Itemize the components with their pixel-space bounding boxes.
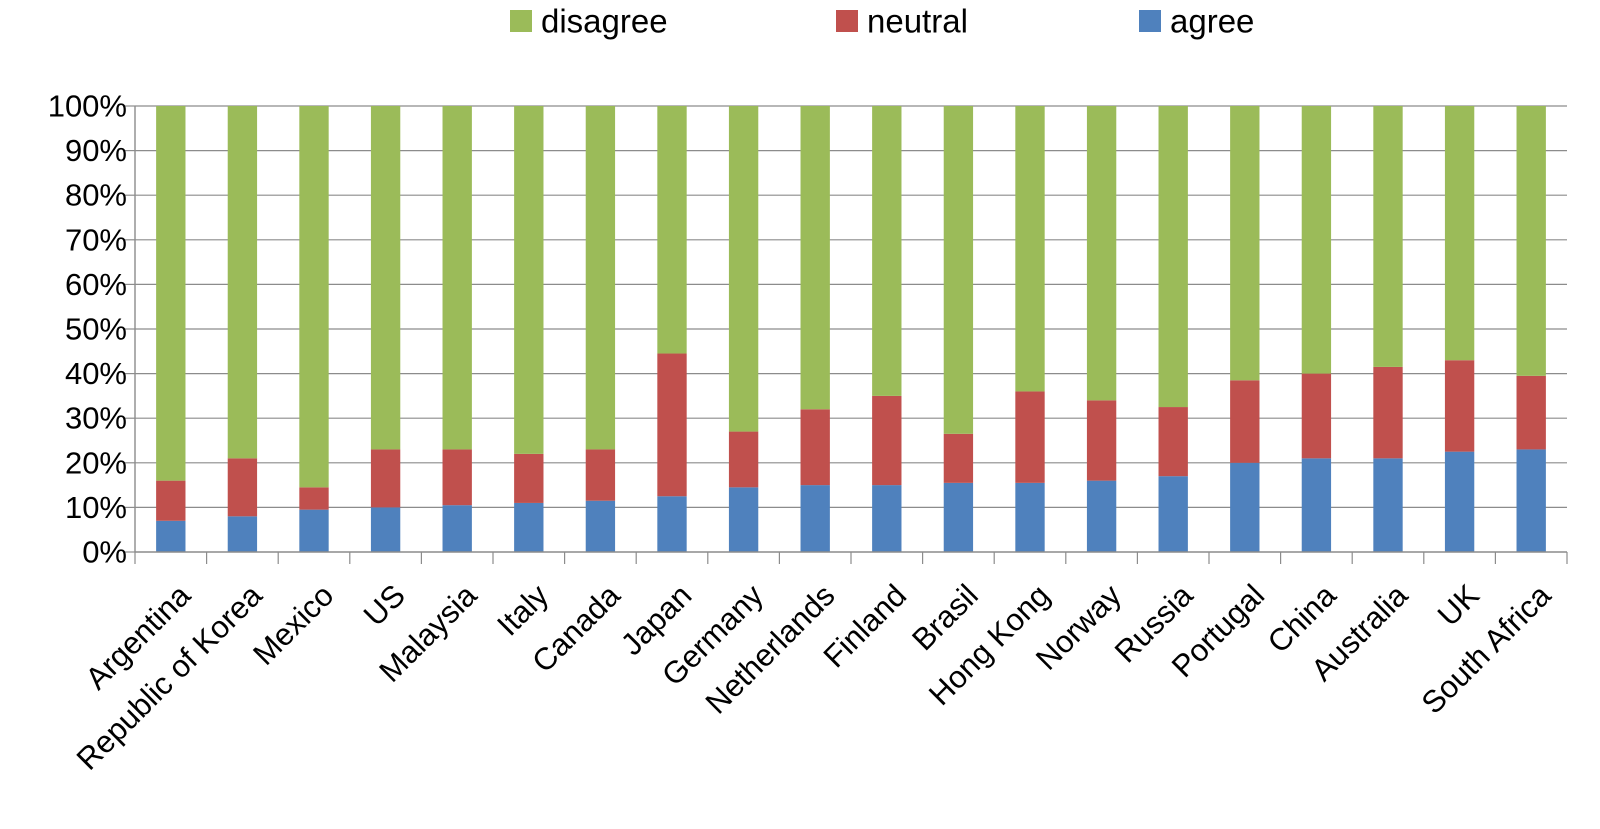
bar-segment-disagree <box>370 106 401 450</box>
bar-segment-neutral <box>1158 407 1188 477</box>
bar-segment-neutral <box>1230 380 1260 463</box>
bar-segment-agree <box>585 500 616 552</box>
bar-segment-agree <box>657 496 687 552</box>
bars <box>156 106 1546 552</box>
y-tick-label: 70% <box>65 222 127 257</box>
bar-segment-disagree <box>800 106 830 410</box>
bar-segment-neutral <box>1015 391 1045 483</box>
y-tick-label: 60% <box>65 267 127 302</box>
bar-segment-neutral <box>442 449 472 506</box>
bar-segment-agree <box>299 509 329 552</box>
bar-segment-neutral <box>299 487 329 510</box>
bar-segment-disagree <box>585 106 616 450</box>
x-category-label: Mexico <box>246 578 340 672</box>
bar-segment-disagree <box>514 106 544 454</box>
bar-segment-neutral <box>370 449 401 508</box>
bar-segment-agree <box>728 487 759 552</box>
bar-segment-disagree <box>1158 106 1188 408</box>
y-tick-label: 20% <box>65 445 127 480</box>
bar-segment-disagree <box>1301 106 1332 374</box>
bar-segment-neutral <box>1516 375 1546 450</box>
bar-segment-neutral <box>728 431 759 488</box>
legend-label-neutral: neutral <box>867 3 968 40</box>
bar-segment-agree <box>1158 476 1188 552</box>
x-category-label: UK <box>1431 577 1486 632</box>
bar-segment-disagree <box>728 106 759 432</box>
y-tick-label: 0% <box>82 535 127 570</box>
bar-segment-agree <box>1301 458 1332 552</box>
bar-segment-agree <box>1373 458 1403 552</box>
y-tick-label: 30% <box>65 401 127 436</box>
legend-swatch-disagree <box>510 10 532 32</box>
bar-segment-agree <box>1230 462 1260 552</box>
bar-segment-agree <box>156 520 186 552</box>
bar-segment-agree <box>442 505 472 552</box>
y-tick-label: 100% <box>48 89 127 124</box>
bar-segment-agree <box>1015 482 1045 552</box>
legend-swatch-neutral <box>836 10 858 32</box>
bar-segment-disagree <box>1373 106 1403 367</box>
bar-segment-neutral <box>585 449 616 501</box>
bar-segment-agree <box>227 516 258 552</box>
bar-segment-disagree <box>1516 106 1546 376</box>
legend-swatch-agree <box>1139 10 1161 32</box>
bar-segment-neutral <box>800 409 830 486</box>
bar-segment-disagree <box>657 106 687 354</box>
x-category-label: South Africa <box>1415 577 1558 720</box>
axes <box>125 105 1568 564</box>
legend-label-agree: agree <box>1170 3 1254 40</box>
bar-segment-disagree <box>442 106 472 450</box>
bar-segment-agree <box>800 485 830 552</box>
bar-segment-neutral <box>657 353 687 497</box>
bar-segment-agree <box>943 482 974 552</box>
legend-label-disagree: disagree <box>541 3 668 40</box>
bar-segment-neutral <box>227 458 258 517</box>
bar-segment-neutral <box>1373 366 1403 459</box>
bar-segment-disagree <box>872 106 902 396</box>
bar-segment-neutral <box>1086 400 1117 481</box>
y-tick-label: 90% <box>65 133 127 168</box>
bar-segment-neutral <box>943 433 974 483</box>
bar-segment-agree <box>514 502 544 552</box>
bar-segment-agree <box>370 507 401 552</box>
y-tick-label: 50% <box>65 312 127 347</box>
bar-segment-disagree <box>1230 106 1260 381</box>
bar-segment-neutral <box>1444 360 1475 452</box>
y-tick-label: 80% <box>65 178 127 213</box>
bar-segment-disagree <box>1444 106 1475 361</box>
bar-segment-disagree <box>943 106 974 434</box>
y-tick-label: 40% <box>65 356 127 391</box>
bar-segment-disagree <box>227 106 258 459</box>
bar-segment-agree <box>872 485 902 552</box>
bar-segment-neutral <box>156 480 186 521</box>
legend: disagree neutral agree <box>510 3 1254 40</box>
x-category-label: US <box>357 578 412 633</box>
bar-segment-neutral <box>872 395 902 486</box>
bar-segment-neutral <box>1301 373 1332 459</box>
y-tick-label: 10% <box>65 490 127 525</box>
y-axis-tick-labels: 0% 10% 20% 30% 40% 50% 60% 70% 80% 90% 100% <box>48 89 127 570</box>
bar-segment-disagree <box>1015 106 1045 392</box>
bar-segment-disagree <box>299 106 329 488</box>
bar-segment-disagree <box>1086 106 1117 401</box>
bar-segment-disagree <box>156 106 186 481</box>
bar-segment-agree <box>1086 480 1117 552</box>
bar-segment-neutral <box>514 453 544 503</box>
bar-segment-agree <box>1516 449 1546 552</box>
gridlines <box>135 105 1567 508</box>
bar-segment-agree <box>1444 451 1475 552</box>
